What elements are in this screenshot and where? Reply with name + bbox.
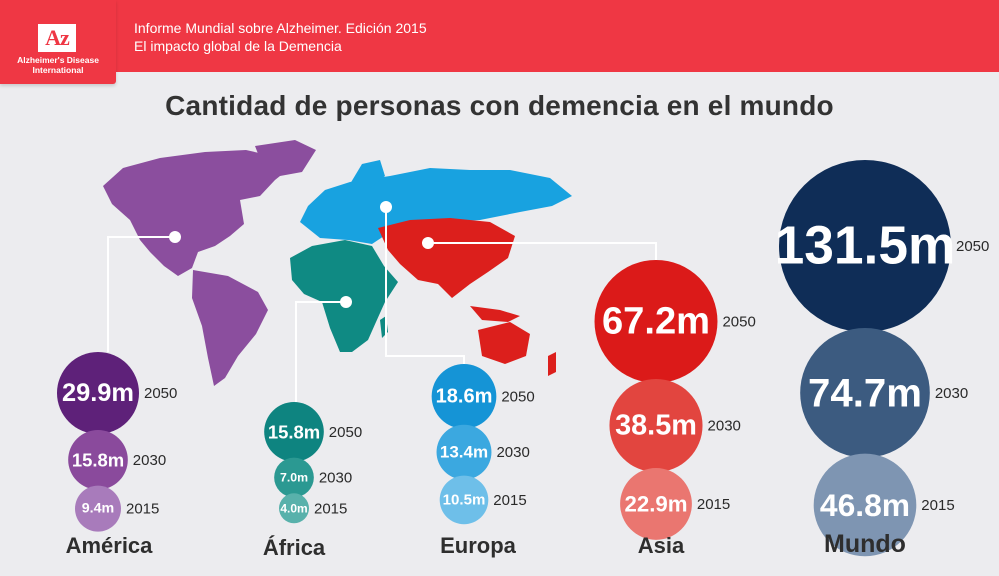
year-label-asia-2050: 2050 [722, 313, 755, 330]
connector-lines [107, 201, 657, 402]
value-label-europa-2030: 13.4m [440, 443, 488, 462]
year-label-áfrica-2030: 2030 [319, 469, 352, 486]
value-label-áfrica-2015: 4.0m [280, 501, 307, 515]
bubble-áfrica-2030 [274, 457, 314, 498]
map-dot-áfrica [340, 296, 352, 308]
value-label-asia-2050: 67.2m [602, 300, 710, 342]
org-name: Alzheimer's Disease International [0, 55, 116, 75]
value-label-mundo-2030: 74.7m [808, 370, 922, 415]
year-label-asia-2030: 2030 [708, 417, 741, 434]
bubble-américa-2050 [56, 352, 140, 435]
report-title: Informe Mundial sobre Alzheimer. Edición… [134, 19, 427, 55]
value-label-europa-2050: 18.6m [436, 385, 493, 407]
value-label-europa-2015: 10.5m [443, 491, 486, 508]
year-label-áfrica-2015: 2015 [314, 500, 347, 517]
map-africa [290, 240, 398, 352]
bubble-europa-2015 [439, 475, 489, 525]
map-australia [478, 322, 530, 364]
map-dot-américa [169, 231, 181, 243]
map-asia [378, 218, 515, 298]
year-label-mundo-2050: 2050 [956, 238, 989, 255]
region-label-europa: Europa [440, 533, 516, 558]
map-indonesia [470, 306, 520, 322]
map-america [103, 150, 295, 276]
bubble-áfrica-2050 [264, 402, 324, 462]
bubble-europa-2030 [436, 424, 492, 480]
bubble-asia-2030 [609, 378, 703, 473]
chart-title: Cantidad de personas con demencia en el … [165, 90, 834, 121]
map-dot-europa [380, 201, 392, 213]
bubble-mundo-2050 [778, 160, 952, 333]
year-label-mundo-2015: 2015 [921, 497, 954, 514]
bubble-europa-2050 [431, 364, 497, 429]
bubble-áfrica-2015 [279, 493, 309, 524]
bubbles-layer: 29.9m 2050 15.8m 2030 9.4m 2015 15.8m 2050 7.0m 2… [56, 160, 989, 557]
year-label-américa-2050: 2050 [144, 385, 177, 402]
report-title-line1: Informe Mundial sobre Alzheimer. Edición… [134, 20, 427, 36]
region-label-mundo: Mundo [824, 530, 906, 558]
connector-europa [385, 207, 465, 364]
bubble-américa-2015 [75, 485, 121, 532]
map-south-america [192, 270, 268, 386]
map-greenland [255, 140, 316, 176]
year-label-europa-2030: 2030 [496, 444, 529, 461]
bubble-mundo-2030 [800, 328, 930, 458]
bubble-asia-2015 [620, 468, 692, 540]
value-label-américa-2030: 15.8m [72, 449, 124, 470]
value-label-asia-2015: 22.9m [624, 491, 687, 516]
value-label-áfrica-2030: 7.0m [280, 470, 308, 484]
year-label-américa-2015: 2015 [126, 501, 159, 518]
map-dot-asia [422, 237, 434, 249]
region-label-américa: América [65, 533, 153, 558]
connector-asia [428, 242, 657, 260]
connector-américa [107, 236, 175, 352]
bubble-américa-2030 [68, 430, 128, 490]
value-label-asia-2030: 38.5m [615, 409, 697, 441]
year-label-europa-2050: 2050 [501, 388, 534, 405]
year-label-asia-2015: 2015 [697, 496, 730, 513]
year-label-mundo-2030: 2030 [935, 385, 968, 402]
region-label-asia: Asia [637, 533, 685, 558]
year-label-américa-2030: 2030 [133, 452, 166, 469]
value-label-américa-2015: 9.4m [82, 501, 114, 517]
org-name-line2: International [32, 65, 84, 75]
az-logo-icon: Az [38, 24, 76, 52]
year-label-europa-2015: 2015 [493, 492, 526, 509]
map-scandinavia [350, 160, 385, 188]
bubble-asia-2050 [594, 260, 718, 383]
value-label-mundo-2050: 131.5m [775, 217, 956, 276]
world-map-icon [103, 140, 572, 386]
value-label-mundo-2015: 46.8m [820, 487, 910, 523]
region-label-áfrica: África [262, 535, 326, 560]
adi-logo: Az Alzheimer's Disease International [0, 0, 116, 84]
org-name-line1: Alzheimer's Disease [17, 55, 99, 65]
header-banner: Informe Mundial sobre Alzheimer. Edición… [0, 0, 999, 72]
value-label-áfrica-2050: 15.8m [268, 421, 320, 442]
value-label-américa-2050: 29.9m [62, 379, 134, 407]
report-title-line2: El impacto global de la Demencia [134, 38, 342, 54]
year-label-áfrica-2050: 2050 [329, 424, 362, 441]
bubble-mundo-2015 [813, 453, 917, 557]
connector-áfrica [295, 301, 346, 402]
map-new-zealand [548, 352, 556, 376]
